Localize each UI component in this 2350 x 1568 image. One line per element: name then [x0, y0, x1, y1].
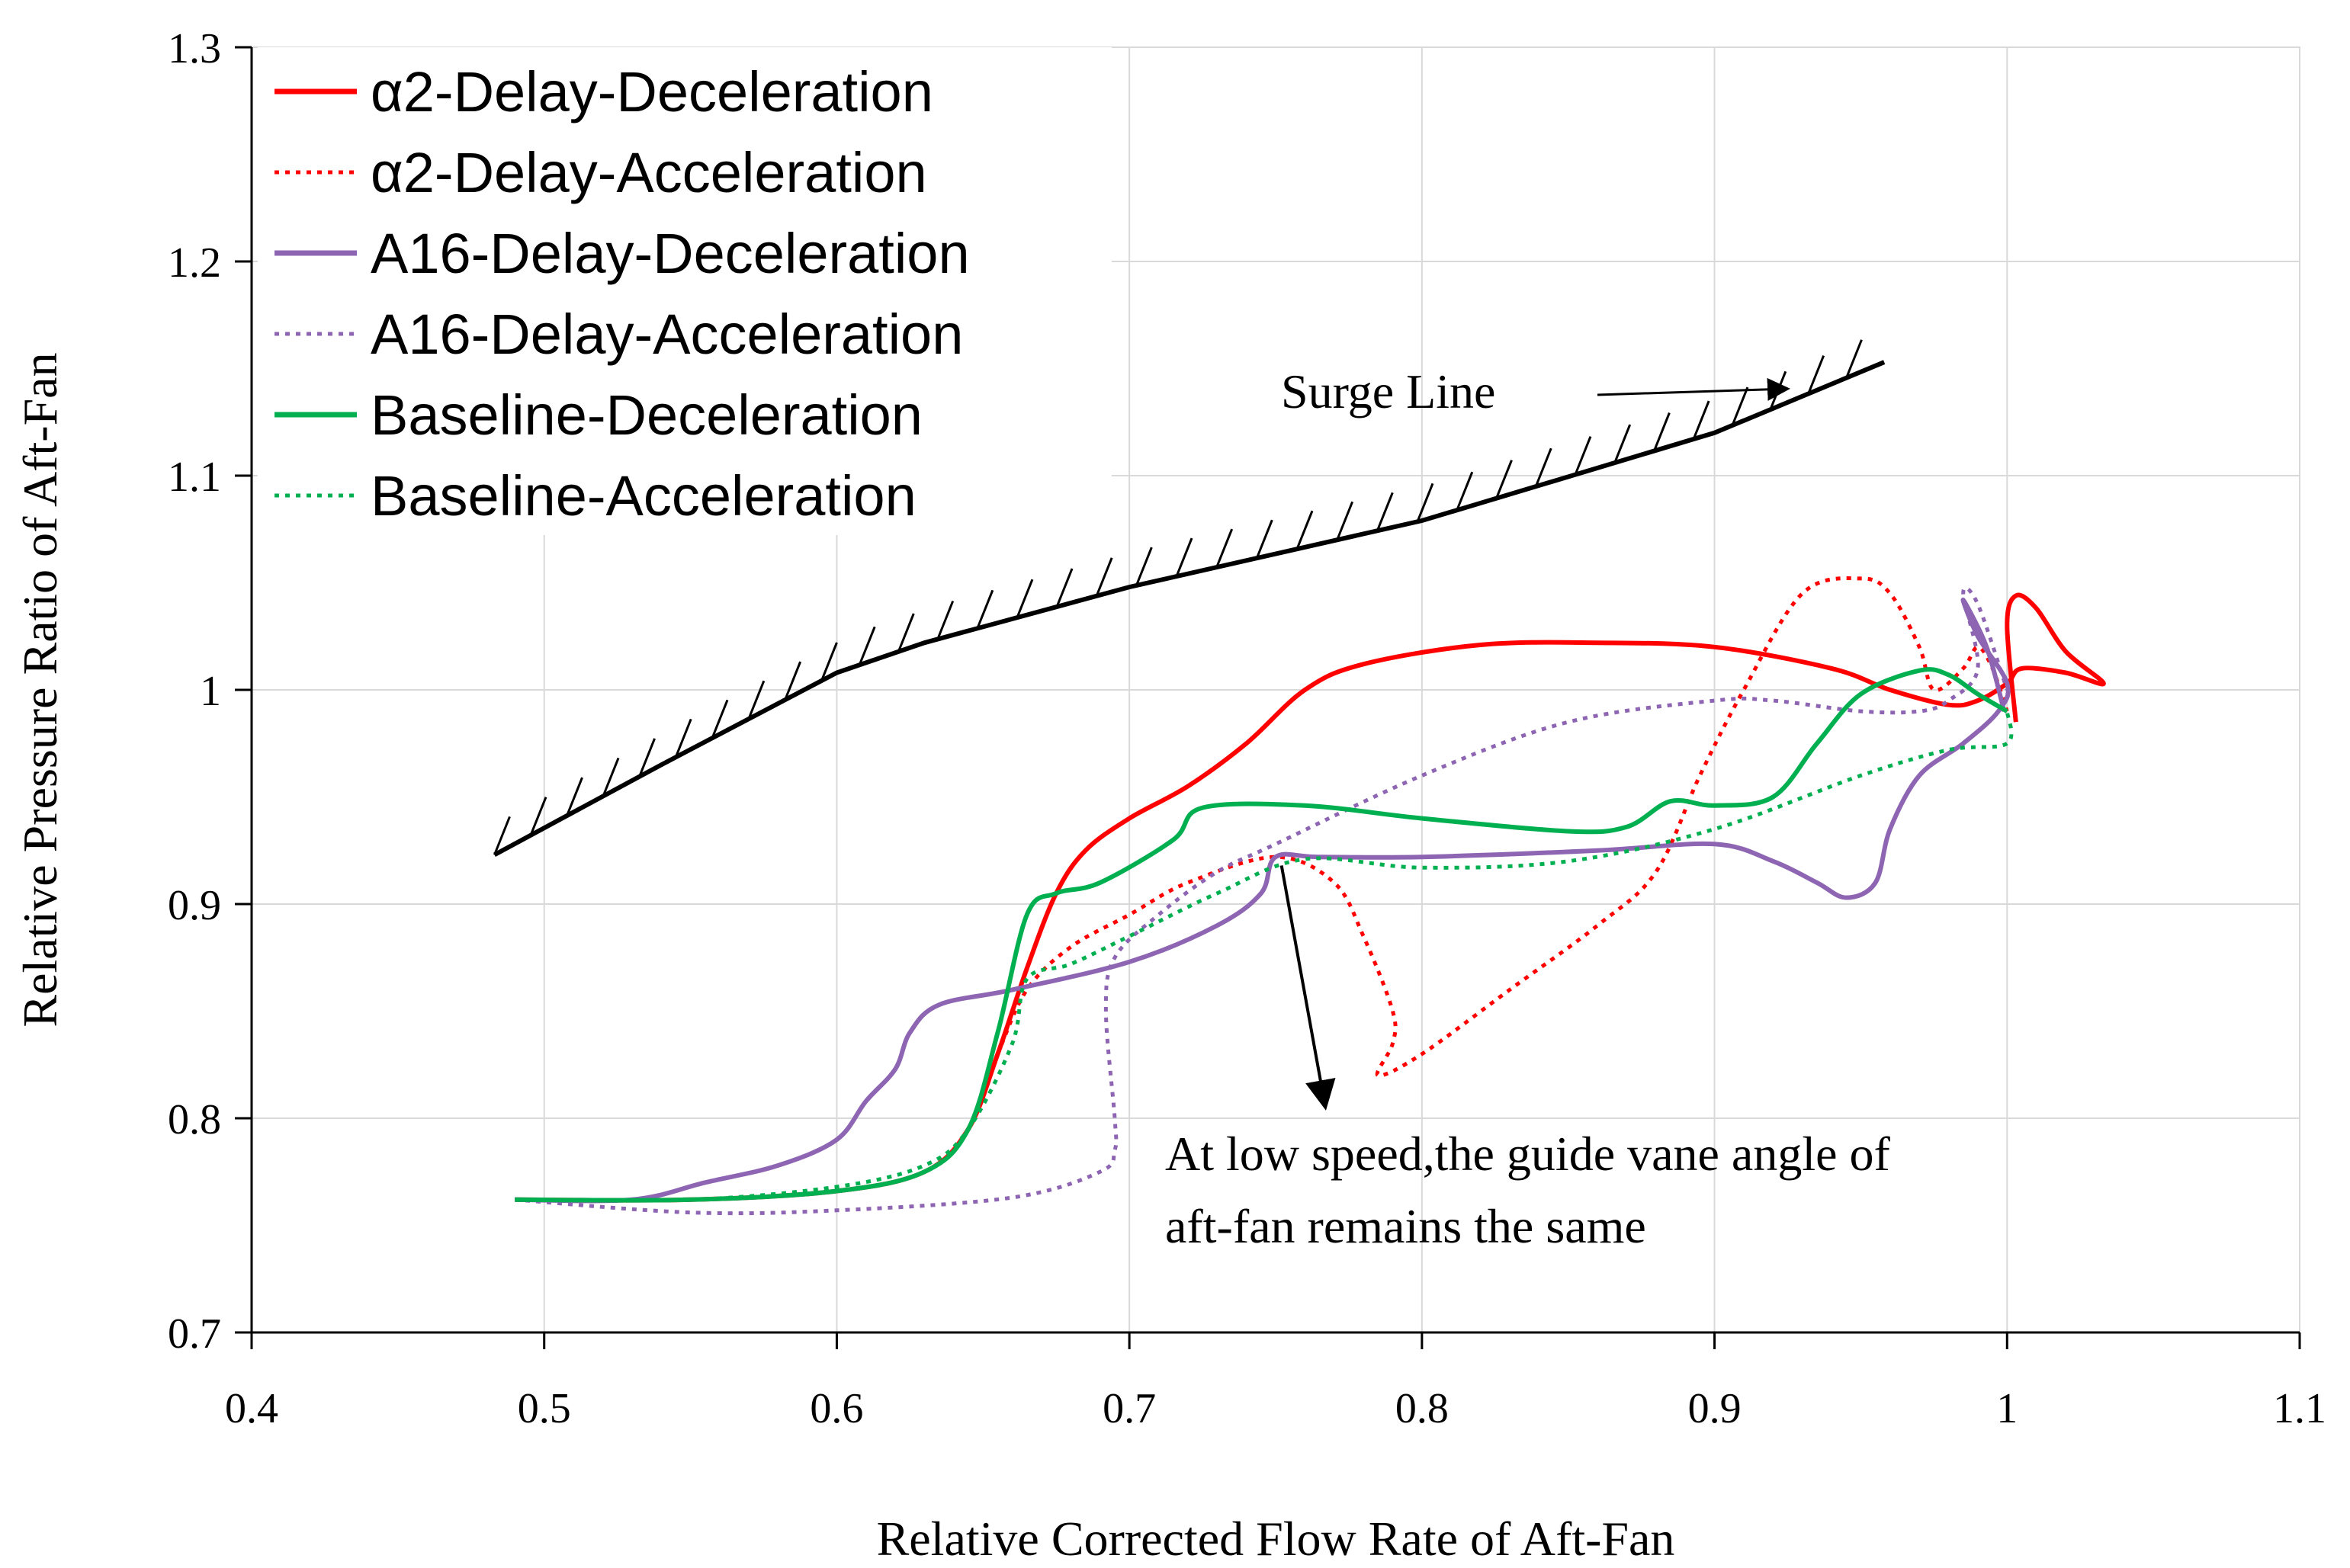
surge-hatch	[1574, 436, 1592, 476]
x-axis-title: Relative Corrected Flow Rate of Aft-Fan	[877, 1512, 1675, 1566]
series-line-1	[515, 576, 2009, 1203]
series-group	[515, 576, 2106, 1216]
y-tick-label: 0.9	[168, 882, 221, 929]
x-tick-label: 0.9	[1688, 1385, 1742, 1432]
surge-hatch	[566, 777, 583, 816]
surge-hatch	[1613, 424, 1632, 463]
x-tick-label: 0.6	[810, 1385, 863, 1432]
x-tick-label: 0.4	[225, 1385, 278, 1432]
y-tick-label: 1.1	[168, 454, 221, 501]
surge-hatch	[1215, 528, 1234, 568]
surge-hatch	[936, 600, 955, 640]
surge-hatch	[1295, 510, 1314, 550]
x-tick-label: 0.8	[1395, 1385, 1449, 1432]
surge-hatch	[1095, 557, 1113, 597]
surge-line: Surge Line	[493, 339, 1886, 858]
surge-line-label: Surge Line	[1281, 364, 1495, 418]
surge-hatch	[711, 699, 729, 739]
surge-hatch	[1692, 400, 1710, 440]
surge-hatch	[858, 626, 876, 665]
x-tick-label: 1	[1996, 1385, 2018, 1432]
surge-hatch	[638, 738, 656, 778]
surge-hatch	[1135, 547, 1153, 586]
annotation: At low speed,the guide vane angle of aft-…	[1165, 865, 1891, 1253]
y-tick-label: 1	[200, 668, 221, 715]
series-line-0	[515, 592, 2106, 1203]
series-line-4	[515, 667, 2008, 1203]
surge-hatch	[1376, 492, 1394, 531]
surge-hatch	[1016, 579, 1034, 618]
surge-hatch	[1495, 460, 1513, 499]
surge-hatch	[747, 680, 766, 720]
surge-hatch	[1653, 412, 1671, 452]
annotation-text-line: aft-fan remains the same	[1165, 1199, 1646, 1253]
surge-hatch	[1807, 354, 1825, 395]
annotation-arrow	[1279, 865, 1336, 1111]
legend-box	[258, 47, 1112, 535]
surge-hatch	[1055, 568, 1074, 608]
surge-hatch	[1175, 537, 1193, 577]
surge-hatch	[897, 613, 915, 653]
legend-label: A16-Delay-Deceleration	[371, 222, 970, 285]
y-tick-label: 0.7	[168, 1310, 221, 1358]
surge-hatch	[1416, 483, 1434, 522]
legend-label: Baseline-Acceleration	[371, 464, 917, 527]
surge-hatch	[602, 757, 620, 797]
surge-hatch	[1731, 386, 1749, 426]
surge-hatch	[1456, 471, 1474, 511]
annotation-text-line: At low speed,the guide vane angle of	[1165, 1127, 1891, 1181]
surge-line-path	[493, 360, 1886, 858]
series-line-3	[515, 585, 2009, 1216]
surge-hatch	[1255, 519, 1273, 559]
surge-hatch	[1336, 501, 1354, 540]
surge-hatch	[1845, 339, 1863, 379]
surge-hatch	[529, 797, 547, 836]
y-tick-label: 0.8	[168, 1096, 221, 1143]
legend: α2-Delay-Deceleration α2-Delay-Accelerati…	[258, 47, 1112, 535]
surge-hatch	[674, 718, 692, 758]
x-tick-label: 0.5	[518, 1385, 571, 1432]
surge-label-arrow	[1597, 377, 1790, 401]
legend-label: Baseline-Deceleration	[371, 383, 923, 447]
legend-label: A16-Delay-Acceleration	[371, 303, 963, 366]
surge-hatch	[976, 589, 994, 629]
legend-label: α2-Delay-Acceleration	[371, 141, 927, 204]
y-tick-label: 1.2	[168, 239, 221, 287]
surge-hatch	[784, 661, 802, 701]
x-tick-label: 1.1	[2273, 1385, 2326, 1432]
axes: 0.7 0.8 0.9 1 1.1 1.2 1.3 0.4 0.5 0.6 0.7 0.8 0.9 1 1.…	[168, 25, 2326, 1432]
legend-label: α2-Delay-Deceleration	[371, 60, 933, 123]
y-tick-label: 1.3	[168, 25, 221, 72]
x-tick-label: 0.7	[1103, 1385, 1156, 1432]
surge-hatch	[493, 816, 511, 855]
surge-hatch	[1534, 447, 1552, 487]
surge-hatch	[820, 642, 838, 681]
series-line-2	[515, 597, 2011, 1204]
y-axis-title: Relative Pressure Ratio of Aft-Fan	[13, 352, 67, 1027]
